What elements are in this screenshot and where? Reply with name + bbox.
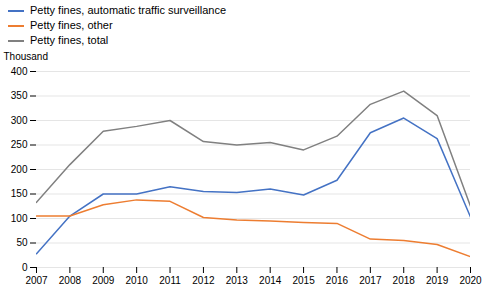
svg-text:Thousand: Thousand [4, 51, 48, 62]
svg-text:50: 50 [16, 237, 28, 248]
svg-text:200: 200 [11, 164, 28, 175]
svg-text:0: 0 [22, 262, 28, 273]
svg-text:2016: 2016 [326, 275, 349, 286]
svg-text:400: 400 [11, 66, 28, 77]
html-text:Petty fines, other: Petty fines, other [30, 19, 113, 31]
svg-text:2010: 2010 [126, 275, 149, 286]
svg-text:2009: 2009 [92, 275, 115, 286]
svg-text:2014: 2014 [259, 275, 282, 286]
svg-text:2013: 2013 [226, 275, 249, 286]
svg-text:2019: 2019 [426, 275, 449, 286]
html-text:Petty fines, total: Petty fines, total [30, 34, 109, 46]
html-text:Petty fines, automatic traffic: Petty fines, automatic traffic surveilla… [30, 4, 227, 16]
svg-text:300: 300 [11, 115, 28, 126]
svg-text:2015: 2015 [292, 275, 315, 286]
svg-text:100: 100 [11, 213, 28, 224]
svg-text:2011: 2011 [159, 275, 181, 286]
svg-text:2017: 2017 [359, 275, 382, 286]
svg-text:2012: 2012 [192, 275, 215, 286]
svg-text:2007: 2007 [25, 275, 48, 286]
svg-text:2008: 2008 [59, 275, 82, 286]
svg-text:250: 250 [11, 139, 28, 150]
svg-text:150: 150 [11, 188, 28, 199]
svg-text:350: 350 [11, 90, 28, 101]
svg-text:2020: 2020 [459, 275, 482, 286]
svg-text:2018: 2018 [393, 275, 416, 286]
